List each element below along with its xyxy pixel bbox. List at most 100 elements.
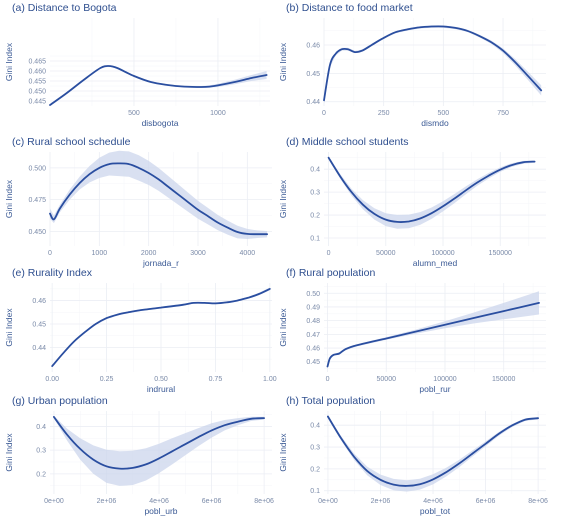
y-axis-label: Gini Index	[4, 433, 14, 472]
y-tick-label: 0.460	[28, 69, 46, 76]
x-tick-label: 250	[378, 110, 390, 117]
panel-3: 0 1000 2000 3000 4000 0.450 0.475 0.500 (c) Rura…	[4, 136, 272, 268]
x-tick-label: 0.00	[45, 376, 59, 383]
y-tick-label: 0.3	[310, 445, 320, 452]
y-tick-label: 0.4	[310, 167, 320, 174]
y-tick-label: 0.47	[306, 332, 320, 339]
y-tick-label: 0.500	[28, 165, 46, 172]
panel-2: 0 250 500 750 0.44 0.45 0.46 (b) Distance to fo…	[278, 2, 546, 128]
y-tick-label: 0.45	[306, 71, 320, 78]
x-tick-label: 4e+06	[149, 498, 169, 505]
x-tick-label: 100000	[431, 250, 454, 257]
x-tick-label: 8e+06	[528, 498, 548, 505]
y-tick-label: 0.50	[306, 291, 320, 298]
panel-7: 0e+00 2e+06 4e+06 6e+06 8e+06 0.2 0.3 0.4 (g) Ur…	[4, 395, 274, 516]
y-axis-label: Gini Index	[4, 179, 14, 218]
panel-1: 500 1000 0.445 0.450 0.455 0.460 0.465 (a) Dist…	[4, 2, 270, 128]
panel-title: (f) Rural population	[286, 267, 375, 279]
y-tick-label: 0.450	[28, 89, 46, 96]
x-tick-label: 0	[326, 376, 330, 383]
y-tick-label: 0.4	[310, 423, 320, 430]
x-axis-label: jornada_r	[142, 258, 179, 268]
x-tick-label: 1000	[92, 250, 108, 257]
x-tick-label: 500	[128, 110, 140, 117]
fitted-line	[49, 162, 268, 236]
panel-title: (b) Distance to food market	[286, 2, 413, 14]
y-tick-label: 0.455	[28, 79, 46, 86]
y-tick-label: 0.45	[306, 359, 320, 366]
x-tick-label: 150000	[492, 376, 515, 383]
confidence-band	[50, 65, 267, 107]
fitted-line	[326, 302, 540, 368]
confidence-band	[328, 156, 535, 229]
fitted-line	[51, 288, 271, 367]
x-tick-label: 4000	[240, 250, 256, 257]
x-axis-label: pobl_tot	[420, 506, 451, 516]
x-tick-label: 750	[497, 110, 509, 117]
x-tick-label: 100000	[433, 376, 456, 383]
y-tick-label: 0.46	[32, 298, 46, 305]
confidence-band	[324, 25, 542, 104]
confidence-band	[50, 150, 268, 239]
x-tick-label: 2000	[141, 250, 157, 257]
x-tick-label: 2e+06	[97, 498, 117, 505]
y-tick-label: 0.450	[28, 229, 46, 236]
confidence-band	[327, 291, 539, 368]
panel-title: (d) Middle school students	[286, 136, 409, 148]
x-tick-label: 8e+06	[254, 498, 274, 505]
y-tick-label: 0.465	[28, 59, 46, 66]
panel-title: (a) Distance to Bogota	[12, 2, 117, 14]
confidence-band	[53, 415, 265, 486]
y-tick-label: 0.49	[306, 304, 320, 311]
y-tick-label: 0.48	[306, 318, 320, 325]
y-tick-label: 0.46	[306, 346, 320, 353]
panel-title: (e) Rurality Index	[12, 267, 93, 279]
x-axis-label: disbogota	[142, 118, 179, 128]
y-axis-label: Gini Index	[278, 433, 288, 472]
panel-8: 0e+00 2e+06 4e+06 6e+06 8e+06 0.1 0.2 0.3 0.4 (h)…	[278, 395, 548, 516]
x-tick-label: 50000	[376, 250, 396, 257]
x-tick-label: 2e+06	[371, 498, 391, 505]
y-tick-label: 0.475	[28, 197, 46, 204]
y-tick-label: 0.44	[306, 99, 320, 106]
y-tick-label: 0.45	[32, 321, 46, 328]
x-axis-label: pobl_urb	[144, 506, 177, 516]
x-axis-label: indrural	[147, 384, 175, 394]
x-tick-label: 3000	[190, 250, 206, 257]
y-tick-label: 0.2	[310, 466, 320, 473]
x-tick-label: 1000	[210, 110, 226, 117]
y-axis-label: Gini Index	[278, 179, 288, 218]
x-tick-label: 50000	[377, 376, 397, 383]
panel-title: (c) Rural school schedule	[12, 136, 131, 148]
x-tick-label: 4e+06	[423, 498, 443, 505]
x-tick-label: 6e+06	[202, 498, 222, 505]
y-axis-label: Gini Index	[4, 42, 14, 81]
x-axis-label: dismdo	[421, 118, 449, 128]
x-tick-label: 500	[438, 110, 450, 117]
y-tick-label: 0.2	[310, 213, 320, 220]
y-axis-label: Gini Index	[4, 308, 14, 347]
fitted-line	[49, 65, 268, 106]
y-axis-label: Gini Index	[278, 42, 288, 81]
y-tick-label: 0.44	[32, 345, 46, 352]
panel-4: 0 50000 100000 150000 0.1 0.2 0.3 0.4 (d) Middle…	[278, 136, 546, 268]
fitted-line	[323, 25, 543, 102]
x-tick-label: 0e+00	[318, 498, 338, 505]
panel-title: (g) Urban population	[12, 395, 108, 407]
fitted-line	[327, 156, 536, 223]
x-tick-label: 6e+06	[476, 498, 496, 505]
x-tick-label: 0.25	[100, 376, 114, 383]
x-tick-label: 0.50	[154, 376, 168, 383]
y-axis-label: Gini Index	[278, 308, 288, 347]
y-tick-label: 0.445	[28, 99, 46, 106]
y-tick-label: 0.1	[310, 235, 320, 242]
x-tick-label: 0e+00	[44, 498, 64, 505]
y-tick-label: 0.2	[36, 471, 46, 478]
x-tick-label: 1.00	[263, 376, 277, 383]
fitted-line	[327, 415, 539, 487]
y-tick-label: 0.1	[310, 488, 320, 495]
panel-6: 0 50000 100000 150000 0.45 0.46 0.47 0.48 0.49 0.…	[278, 267, 546, 394]
x-tick-label: 0	[322, 110, 326, 117]
x-axis-label: pobl_rur	[419, 384, 450, 394]
y-tick-label: 0.3	[36, 448, 46, 455]
